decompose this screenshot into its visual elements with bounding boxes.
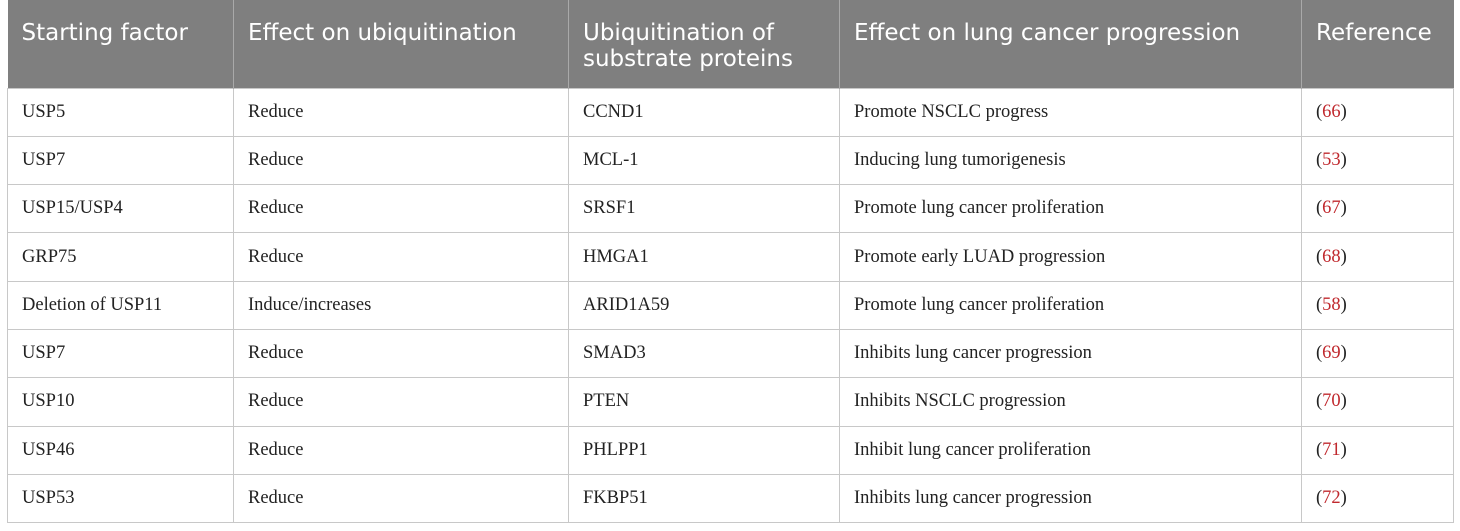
cell-progression: Inducing lung tumorigenesis: [839, 135, 1302, 186]
cell-effect: Reduce: [233, 232, 569, 282]
table-row: USP15/USP4 Reduce SRSF1 Promote lung can…: [7, 184, 1454, 234]
cell-factor: GRP75: [7, 232, 234, 282]
reference-link[interactable]: 68: [1322, 246, 1341, 267]
cell-progression: Promote early LUAD progression: [839, 232, 1302, 282]
cell-progression: Promote lung cancer proliferation: [839, 184, 1302, 234]
reference-link[interactable]: 67: [1322, 198, 1341, 219]
reference-link[interactable]: 58: [1322, 294, 1341, 315]
cell-factor: USP7: [7, 135, 234, 186]
reference-link[interactable]: 72: [1322, 488, 1341, 509]
reference-link[interactable]: 66: [1322, 101, 1341, 122]
cell-progression: Promote NSCLC progress: [839, 87, 1302, 137]
cell-reference: (58): [1301, 280, 1454, 330]
table-row: Deletion of USP11 Induce/increases ARID1…: [7, 280, 1454, 330]
table-row: USP46 Reduce PHLPP1 Inhibit lung cancer …: [7, 425, 1454, 475]
cell-substrate: SRSF1: [568, 184, 840, 234]
cell-substrate: MCL-1: [568, 135, 840, 186]
cell-substrate: PTEN: [568, 377, 840, 427]
cell-effect: Reduce: [233, 377, 569, 427]
reference-link[interactable]: 69: [1322, 343, 1341, 364]
cell-factor: USP5: [7, 87, 234, 137]
header-reference: Reference: [1301, 0, 1454, 88]
cell-effect: Induce/increases: [233, 280, 569, 330]
cell-factor: USP7: [7, 328, 234, 379]
cell-substrate: SMAD3: [568, 328, 840, 379]
header-substrate-proteins: Ubiquitination of substrate proteins: [568, 0, 840, 88]
cell-effect: Reduce: [233, 87, 569, 137]
table-row: USP53 Reduce FKBP51 Inhibits lung cancer…: [7, 473, 1454, 524]
cell-substrate: PHLPP1: [568, 425, 840, 475]
cell-progression: Inhibit lung cancer proliferation: [839, 425, 1302, 475]
table-row: USP5 Reduce CCND1 Promote NSCLC progress…: [7, 87, 1454, 137]
table-row: USP7 Reduce MCL-1 Inducing lung tumorige…: [7, 135, 1454, 186]
table-row: USP10 Reduce PTEN Inhibits NSCLC progres…: [7, 377, 1454, 427]
cell-factor: USP53: [7, 473, 234, 524]
table-row: USP7 Reduce SMAD3 Inhibits lung cancer p…: [7, 328, 1454, 379]
header-effect-on-progression: Effect on lung cancer progression: [839, 0, 1302, 88]
cell-progression: Promote lung cancer proliferation: [839, 280, 1302, 330]
cell-factor: USP10: [7, 377, 234, 427]
cell-effect: Reduce: [233, 184, 569, 234]
cell-reference: (71): [1301, 425, 1454, 475]
header-starting-factor: Starting factor: [7, 0, 234, 88]
cell-effect: Reduce: [233, 473, 569, 524]
cell-effect: Reduce: [233, 328, 569, 379]
cell-progression: Inhibits lung cancer progression: [839, 328, 1302, 379]
cell-reference: (72): [1301, 473, 1454, 524]
cell-reference: (67): [1301, 184, 1454, 234]
cell-effect: Reduce: [233, 135, 569, 186]
reference-link[interactable]: 53: [1322, 149, 1341, 170]
cell-reference: (69): [1301, 328, 1454, 379]
cell-factor: Deletion of USP11: [7, 280, 234, 330]
reference-link[interactable]: 71: [1322, 439, 1341, 460]
cell-factor: USP46: [7, 425, 234, 475]
cell-reference: (70): [1301, 377, 1454, 427]
cell-substrate: ARID1A59: [568, 280, 840, 330]
cell-reference: (68): [1301, 232, 1454, 282]
data-table: Starting factor Effect on ubiquitination…: [7, 0, 1454, 524]
cell-effect: Reduce: [233, 425, 569, 475]
cell-reference: (53): [1301, 135, 1454, 186]
cell-substrate: HMGA1: [568, 232, 840, 282]
cell-progression: Inhibits NSCLC progression: [839, 377, 1302, 427]
cell-factor: USP15/USP4: [7, 184, 234, 234]
cell-reference: (66): [1301, 87, 1454, 137]
header-effect-on-ubiquitination: Effect on ubiquitination: [233, 0, 569, 88]
cell-substrate: CCND1: [568, 87, 840, 137]
cell-substrate: FKBP51: [568, 473, 840, 524]
table-row: GRP75 Reduce HMGA1 Promote early LUAD pr…: [7, 232, 1454, 282]
reference-link[interactable]: 70: [1322, 391, 1341, 412]
header-row: Starting factor Effect on ubiquitination…: [7, 0, 1454, 88]
cell-progression: Inhibits lung cancer progression: [839, 473, 1302, 524]
